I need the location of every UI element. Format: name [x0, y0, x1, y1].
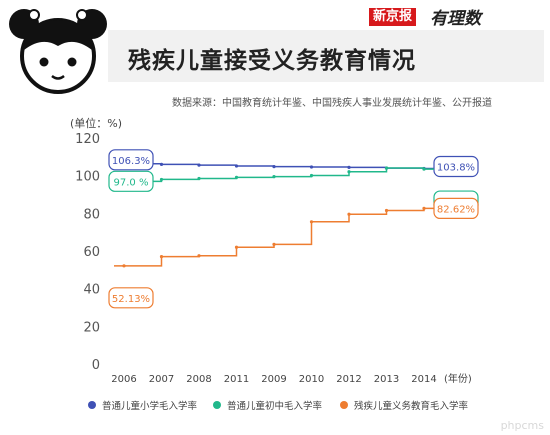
y-tick-label: 100	[75, 170, 100, 185]
legend-label-junior: 普通儿童初中毛入学率	[227, 401, 323, 412]
start-label-1: 97.0 %	[114, 177, 149, 188]
brand-sub-logo: 有理数	[430, 9, 481, 29]
x-tick-label: 2013	[374, 374, 399, 385]
data-point-1	[384, 166, 389, 170]
start-label-2: 52.13%	[112, 294, 150, 305]
title-bar	[108, 30, 544, 82]
data-point-1	[272, 175, 276, 179]
data-point-2	[122, 264, 126, 268]
y-tick-label: 80	[83, 207, 100, 222]
data-point-2	[197, 254, 201, 258]
y-tick-label: 60	[83, 245, 100, 260]
data-point-1	[309, 173, 314, 178]
legend-swatch-junior	[213, 401, 221, 409]
legend-label-primary: 普通儿童小学毛入学率	[102, 401, 198, 412]
legend-swatch-primary	[88, 401, 96, 409]
legend-item-junior: 普通儿童初中毛入学率	[213, 398, 322, 412]
data-point-0	[197, 163, 201, 167]
end-label-2: 82.62%	[437, 204, 475, 215]
y-unit-label: (单位：%)	[70, 116, 122, 130]
end-label-box-0	[433, 155, 479, 178]
data-point-1	[347, 170, 351, 174]
data-point-2	[347, 212, 351, 216]
x-tick-label: 2008	[186, 374, 211, 385]
x-tick-label: 2010	[299, 374, 324, 385]
data-point-2	[159, 255, 164, 259]
legend-label-disabled: 残疾儿童义务教育毛入学率	[354, 401, 469, 412]
x-tick-label: 2011	[224, 374, 249, 385]
data-point-2	[384, 208, 389, 213]
data-point-0	[159, 162, 164, 166]
brand-logo: 新京报	[369, 8, 417, 26]
start-label-box-0	[108, 149, 154, 171]
data-point-2	[272, 242, 276, 247]
data-point-1	[197, 176, 201, 181]
girl-mascot-icon	[9, 9, 107, 94]
x-tick-label: 2012	[336, 374, 361, 385]
data-source: 数据来源：中国教育统计年鉴、中国残疾人事业发展统计年鉴、公开报道	[172, 98, 492, 109]
x-unit-label: (年份)	[444, 372, 472, 385]
data-point-2	[309, 220, 314, 224]
data-point-0	[272, 165, 276, 169]
legend-swatch-disabled	[340, 401, 348, 409]
page-title: 残疾儿童接受义务教育情况	[128, 48, 416, 74]
data-point-0	[234, 164, 239, 168]
x-tick-label: 2009	[261, 374, 286, 385]
watermark: phpcms	[500, 419, 544, 432]
x-tick-label: 2006	[111, 374, 136, 385]
start-label-0: 106.3%	[112, 156, 150, 167]
start-label-box-2	[108, 287, 154, 309]
data-point-1	[422, 167, 426, 171]
x-tick-label: 2014	[411, 374, 436, 385]
legend-item-primary: 普通儿童小学毛入学率	[88, 398, 197, 412]
data-point-0	[309, 165, 314, 169]
y-tick-label: 40	[83, 283, 100, 298]
start-label-box-1	[108, 170, 154, 192]
y-tick-label: 120	[75, 132, 100, 147]
y-tick-label: 20	[83, 320, 100, 335]
data-point-0	[347, 165, 351, 169]
data-point-2	[422, 206, 426, 210]
end-label-0: 103.8%	[437, 163, 475, 174]
legend-item-disabled: 残疾儿童义务教育毛入学率	[340, 398, 468, 412]
data-point-1	[159, 177, 164, 182]
end-label-box-2	[433, 197, 479, 219]
data-point-2	[234, 245, 239, 249]
data-point-1	[234, 175, 239, 179]
x-tick-label: 2007	[149, 374, 174, 385]
y-tick-label: 0	[92, 358, 100, 373]
